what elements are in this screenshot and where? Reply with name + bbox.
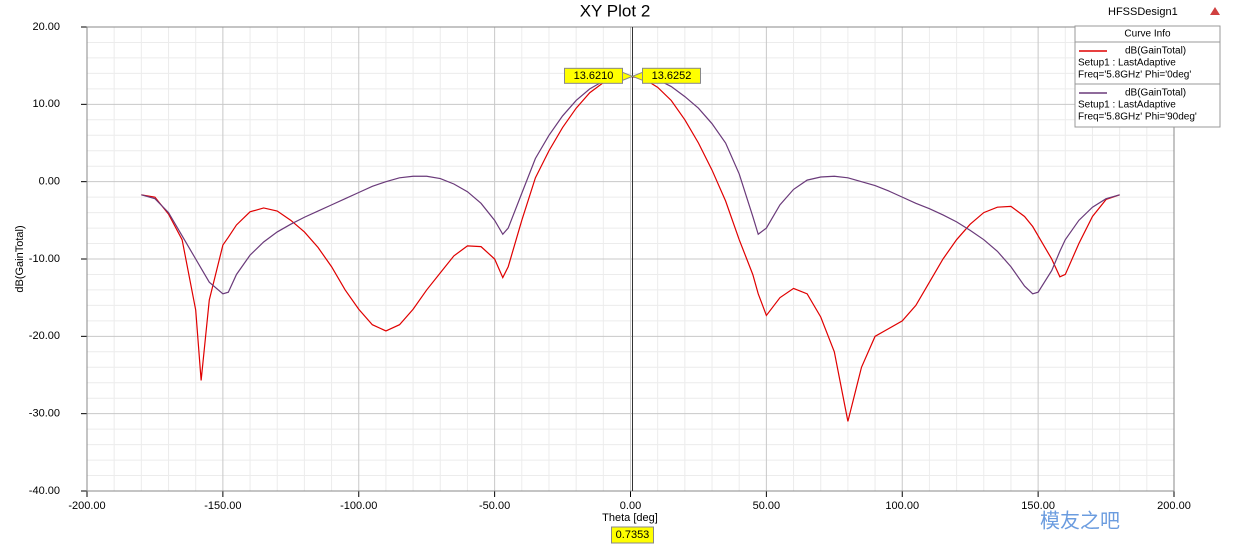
- marker-box: [563, 67, 623, 84]
- legend-freq: Freq='5.8GHz' Phi='0deg': [1078, 70, 1191, 81]
- x-tick-label: 100.00: [885, 500, 919, 512]
- legend-title: Curve Info: [1124, 29, 1171, 40]
- y-tick-label: -10.00: [29, 253, 60, 265]
- x-tick-label: 50.00: [753, 500, 781, 512]
- y-tick-label: 10.00: [32, 98, 60, 110]
- legend-name: dB(GainTotal): [1125, 88, 1186, 99]
- marker-label: 13.6252: [652, 70, 692, 82]
- grid: [86, 26, 1175, 492]
- y-tick-label: -20.00: [29, 330, 60, 342]
- design-name: HFSSDesign1: [1108, 6, 1178, 18]
- marker-box: [641, 67, 701, 84]
- marker-x-label: 0.7353: [616, 529, 650, 541]
- y-tick-label: 0.00: [39, 176, 60, 188]
- y-axis-label: dB(GainTotal): [14, 225, 26, 292]
- y-tick-label: 20.00: [32, 21, 60, 33]
- legend-setup: Setup1 : LastAdaptive: [1078, 100, 1176, 111]
- x-tick-label: 150.00: [1021, 500, 1055, 512]
- x-tick-label: -200.00: [68, 500, 105, 512]
- x-tick-label: -50.00: [479, 500, 510, 512]
- watermark: 模友之吧: [1040, 509, 1120, 532]
- chart-title: XY Plot 2: [580, 1, 651, 20]
- x-tick-label: 200.00: [1157, 500, 1191, 512]
- legend-box: [1074, 25, 1221, 128]
- y-tick-label: -30.00: [29, 408, 60, 420]
- x-tick-label: 0.00: [620, 500, 641, 512]
- x-tick-label: -150.00: [204, 500, 241, 512]
- legend-setup: Setup1 : LastAdaptive: [1078, 58, 1176, 69]
- marker-label: 13.6210: [574, 70, 614, 82]
- marker-x-box: [610, 526, 654, 544]
- x-tick-label: -100.00: [340, 500, 377, 512]
- design-icon: [1210, 7, 1220, 15]
- x-axis-label: Theta [deg]: [602, 512, 658, 524]
- legend-freq: Freq='5.8GHz' Phi='90deg': [1078, 112, 1197, 123]
- plot-frame: [86, 26, 1175, 492]
- y-tick-label: -40.00: [29, 485, 60, 497]
- legend-name: dB(GainTotal): [1125, 46, 1186, 57]
